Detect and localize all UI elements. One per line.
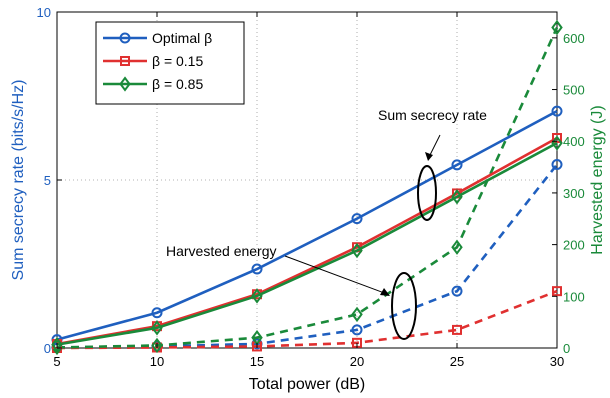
legend-entry-1: β = 0.15 (103, 53, 203, 69)
right-tick-label: 0 (563, 341, 570, 356)
right-tick-label: 100 (563, 289, 585, 304)
data-point-5-5 (551, 19, 563, 36)
data-point-3-4 (451, 285, 463, 297)
right-axis-ticks: 0 100 200 300 400 500 600 (552, 31, 585, 356)
legend-marker (120, 56, 130, 66)
series-line-0 (56, 109, 558, 341)
left-axis-ticks: 0 5 10 (37, 5, 62, 356)
data-point-0-3 (351, 213, 363, 225)
x-tick-label: 25 (450, 354, 464, 369)
left-tick-label: 5 (44, 173, 51, 188)
legend: Optimal β β = 0.15 β = 0.85 (95, 21, 245, 105)
annotation-sum-secrecy-rate: Sum secrecy rate (378, 107, 487, 123)
annotation-arrowhead-sum-secrecy-rate (425, 152, 433, 161)
annotation-arrow-harvested-energy (284, 255, 388, 295)
data-point-2-0 (51, 336, 63, 353)
legend-entry-2: β = 0.85 (103, 76, 203, 92)
data-point-4-4 (452, 324, 462, 335)
right-tick-label: 500 (563, 83, 585, 98)
series-line-5 (56, 26, 559, 349)
data-point-2-2 (251, 288, 263, 304)
right-tick-label: 300 (563, 186, 585, 201)
annotation-ellipse-sum-secrecy-rate (417, 165, 437, 221)
series-line-2 (56, 141, 558, 346)
right-tick-label: 600 (563, 31, 585, 46)
annotation-harvested-energy: Harvested energy (166, 243, 277, 259)
data-point-1-5 (552, 133, 562, 143)
legend-label: β = 0.85 (152, 76, 203, 92)
data-point-3-3 (351, 324, 363, 336)
x-tick-label: 20 (350, 354, 364, 369)
data-point-3-5 (551, 158, 563, 170)
right-axis-title: Harvested energy (J) (589, 105, 606, 254)
right-tick-label: 400 (563, 134, 585, 149)
legend-marker (119, 76, 131, 92)
data-point-0-4 (451, 159, 463, 171)
data-point-5-1 (151, 337, 163, 354)
left-tick-label: 10 (37, 5, 51, 20)
data-point-2-3 (351, 242, 363, 259)
series-line-1 (56, 136, 558, 346)
series-layer (51, 19, 563, 356)
data-point-0-2 (251, 263, 263, 275)
series-line-3 (56, 163, 559, 349)
x-tick-label: 5 (53, 354, 60, 369)
data-point-5-3 (351, 306, 363, 323)
data-point-5-4 (451, 239, 463, 255)
annotations: Sum secrecy rate Harvested energy (166, 107, 487, 340)
data-point-0-1 (151, 307, 163, 319)
data-point-4-5 (552, 286, 562, 297)
data-point-0-5 (551, 105, 563, 117)
data-point-2-1 (151, 320, 163, 336)
left-axis-title: Sum secrecy rate (bits/s/Hz) (10, 80, 27, 281)
x-tick-label: 15 (250, 354, 264, 369)
legend-marker (119, 32, 131, 44)
x-axis-title: Total power (dB) (249, 376, 366, 393)
x-tick-label: 10 (150, 354, 164, 369)
legend-label: β = 0.15 (152, 53, 203, 69)
x-tick-label: 30 (550, 354, 564, 369)
left-tick-label: 0 (44, 341, 51, 356)
right-tick-label: 200 (563, 238, 585, 253)
legend-label: Optimal β (152, 30, 212, 46)
legend-entry-0: Optimal β (103, 30, 212, 46)
x-axis-ticks: 5 10 15 20 25 30 (53, 12, 564, 369)
annotation-ellipse-harvested-energy (391, 272, 417, 340)
data-point-2-4 (451, 189, 463, 205)
annotation-arrowhead-harvested-energy (380, 288, 390, 296)
